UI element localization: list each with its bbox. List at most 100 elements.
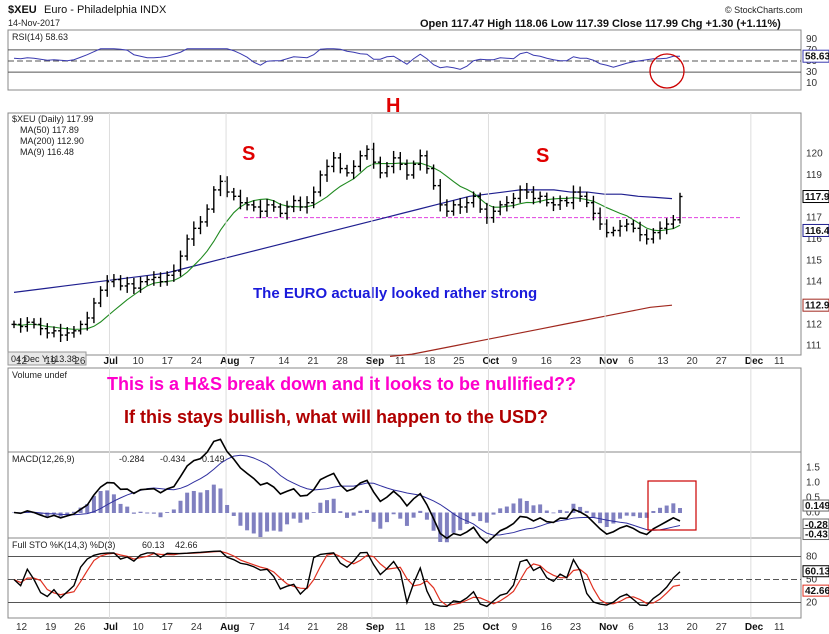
x-label-26: 26 (74, 356, 86, 367)
price-bar (191, 221, 197, 246)
macd-hist-bar (345, 512, 349, 518)
price-bar (664, 218, 670, 235)
x-label-bottom-26: 26 (74, 622, 86, 633)
price-bar (351, 160, 357, 180)
x-label-bottom-13: 13 (657, 622, 669, 633)
macd-hist-bar (524, 500, 529, 513)
macd-hist-bar (178, 500, 183, 513)
macd-hist-bar (171, 509, 176, 513)
macd-hist-bar (571, 503, 576, 513)
price-bar (377, 156, 383, 179)
rsi-tick-10: 10 (806, 78, 818, 89)
macd-hist-bar (318, 502, 323, 513)
price-bar (277, 203, 283, 218)
price-bar (38, 317, 44, 336)
macd-hist-bar (191, 490, 196, 513)
price-bar (644, 229, 650, 245)
macd-hist-bar (125, 506, 130, 513)
ma200-tag-box (802, 298, 829, 312)
macd-hist-bar (538, 504, 543, 513)
macd-hist-bar (491, 512, 496, 515)
price-bar (537, 191, 543, 204)
rsi-legend: RSI(14) 58.63 (12, 32, 68, 42)
x-label-bottom-6: 6 (628, 622, 634, 633)
macd-hist-bar (444, 512, 449, 543)
price-bar (617, 219, 623, 237)
price-bar (451, 200, 457, 216)
price-tick-117: 117 (806, 213, 822, 224)
x-label-12: 12 (16, 356, 28, 367)
price-bar (118, 275, 124, 291)
rsi-lines (8, 48, 801, 73)
price-bar (491, 206, 497, 223)
price-bar (138, 276, 144, 293)
rsi-tick-30: 30 (806, 67, 818, 78)
price-bar (471, 191, 477, 208)
price-tick-115: 115 (806, 255, 822, 266)
price-bar (231, 187, 237, 201)
x-label-9: 9 (512, 356, 518, 367)
sto-tag: 60.13 (805, 567, 829, 578)
macd-hist-bar (544, 510, 549, 513)
price-bar (178, 250, 183, 277)
sto-tag-box (802, 565, 829, 578)
macd-legend-prefix: MACD(12,26,9) (12, 454, 75, 464)
macd-series (12, 438, 682, 544)
macd-hist-bar (378, 512, 383, 529)
price-bar (78, 320, 84, 335)
macd-hist-bar (231, 512, 236, 516)
price-bar (570, 185, 576, 210)
macd-hist-bar (271, 512, 276, 531)
head-label: H (386, 95, 400, 117)
macd-hist-bar (285, 512, 290, 525)
ma9-legend: MA(9) 116.48 (20, 147, 74, 157)
price-bar (557, 195, 563, 211)
macd-hist-bar (658, 507, 663, 513)
macd-hist-bar (618, 512, 623, 519)
price-bar (444, 199, 450, 217)
macd-hist-bar (611, 512, 616, 524)
x-label-bottom-18: 18 (424, 622, 436, 633)
macd-hist-bar (404, 512, 409, 526)
date-tag: 04 Dec Y:113.38 (11, 354, 77, 364)
price-bar (158, 272, 164, 287)
macd-hist-bar (118, 503, 123, 513)
x-axis-price: 12 19 26 Jul 10 17 24 Aug 7 14 21 28 Sep 11 18 25 Oct 9 16… (16, 113, 785, 618)
price-bar (204, 204, 210, 227)
price-bar (584, 191, 590, 208)
macd-y-axis: 1.51.00.50.0-0.50.149-0.28-0.43 (802, 463, 829, 541)
price-bar (650, 228, 656, 244)
price-tick-119: 119 (806, 170, 822, 181)
price-bar (670, 214, 676, 229)
price-legend: $XEU (Daily) 117.99 (12, 114, 93, 124)
x-label-24: 24 (191, 356, 203, 367)
price-bar (144, 275, 150, 286)
price-y-axis: 120119118117116115114113112111117.99116.… (802, 149, 829, 352)
sto-tag: 42.66 (805, 586, 829, 597)
sto-y-axis: 80 50 20 60.13 42.66 (802, 552, 829, 609)
macd-tick-0.0: 0.0 (806, 508, 820, 519)
x-label-11: 11 (774, 356, 785, 367)
macd-hist-bar (351, 512, 356, 516)
price-bar (51, 326, 57, 338)
macd-tag: -0.28 (805, 520, 828, 531)
price-bar (437, 179, 443, 212)
price-bar (317, 170, 323, 197)
macd-hist-bar (105, 490, 110, 513)
sto-tick-80: 80 (806, 552, 818, 563)
x-label-bottom-14: 14 (278, 622, 290, 633)
x-label-bottom-12: 12 (16, 622, 28, 633)
macd-signal-value: -0.434 (160, 454, 186, 464)
macd-hist-bar (71, 511, 76, 513)
price-bar (311, 186, 317, 209)
macd-hist-bar (464, 512, 469, 524)
macd-line (13, 438, 681, 544)
price-bar (610, 226, 616, 237)
macd-hist-bar (391, 512, 396, 515)
price-panel-frame (7, 112, 802, 356)
price-bar (364, 145, 370, 160)
hs-breakdown-note: This is a H&S break down and it looks to… (107, 374, 576, 394)
macd-hist-bar (278, 512, 283, 532)
symbol-name: Euro - Philadelphia INDX (44, 4, 167, 16)
volume-legend: Volume undef (12, 370, 68, 380)
